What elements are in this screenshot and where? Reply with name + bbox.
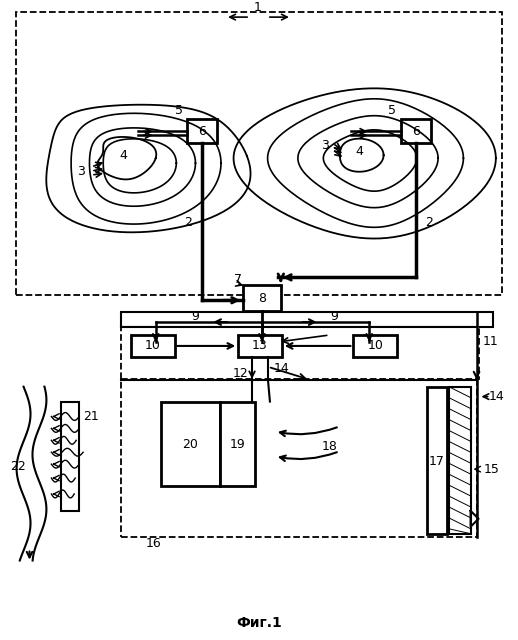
Text: 21: 21 [83,410,99,423]
Text: 6: 6 [198,125,206,138]
Text: 5: 5 [388,104,396,117]
Text: 9: 9 [330,310,338,323]
Text: Фиг.1: Фиг.1 [236,616,282,630]
Text: 14: 14 [488,390,504,403]
Text: 7: 7 [234,273,242,286]
Bar [161,401,220,486]
Text: 14: 14 [274,362,290,375]
Bar [427,387,447,534]
Text: 20: 20 [182,438,198,451]
Text: 19: 19 [229,438,245,451]
Text: 11: 11 [483,335,498,348]
Bar [121,327,479,379]
Text: 2: 2 [425,216,433,229]
Bar [449,387,471,534]
Text: 12: 12 [232,367,248,380]
Bar [353,335,397,357]
Text: 3: 3 [321,139,328,152]
Text: 4: 4 [355,145,363,157]
Bar [131,335,175,357]
Bar [243,285,281,311]
Bar [121,312,494,327]
Bar [188,120,217,143]
Text: 22: 22 [10,460,25,473]
Bar [61,401,79,511]
Bar [16,12,502,295]
Text: 5: 5 [175,104,182,117]
Bar [220,401,255,486]
Bar [401,120,431,143]
Text: 8: 8 [258,292,266,305]
Text: 2: 2 [184,216,192,229]
Text: 10: 10 [367,339,383,353]
Bar [121,380,477,537]
Text: 16: 16 [146,537,162,550]
Text: 6: 6 [412,125,420,138]
Text: 13: 13 [252,339,268,353]
Text: 10: 10 [145,339,161,353]
Text: 1: 1 [254,1,262,13]
Text: 18: 18 [322,440,337,452]
Text: 17: 17 [429,454,445,468]
Text: 4: 4 [119,148,127,162]
Text: 15: 15 [483,463,499,476]
Text: 3: 3 [77,164,85,177]
Bar [238,335,282,357]
Text: 9: 9 [192,310,199,323]
